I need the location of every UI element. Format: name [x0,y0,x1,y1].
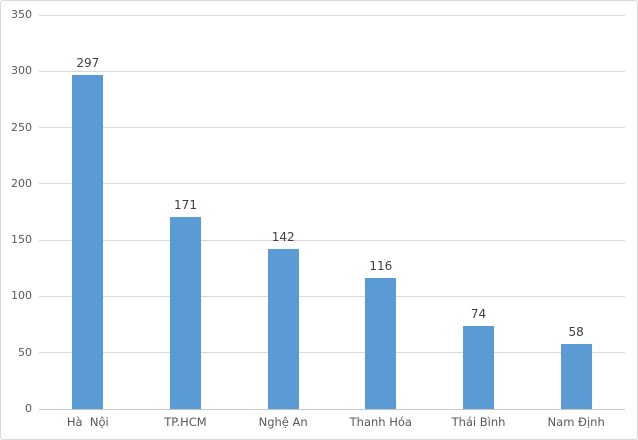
x-category-label: Hà Nội [66,415,109,429]
y-tick-label: 350 [11,8,32,21]
gridline [39,295,625,297]
y-tick-label: 0 [25,402,32,415]
y-tick-label: 300 [11,64,32,78]
bar [560,343,592,409]
bar [463,325,494,409]
x-category-label: Thanh Hóa [349,415,412,429]
gridline [39,70,625,72]
bar [267,249,299,409]
bar [170,216,201,409]
bar [72,74,104,409]
y-tick-label: 100 [11,289,32,303]
gridline [39,14,625,16]
plot-area: 297 171 142 116 74 58 [39,14,625,410]
x-category-label: Nam Định [547,415,605,429]
gridline [39,127,625,129]
bar-value-label: 297 [76,55,100,70]
gridline [39,183,625,185]
bar-value-label: 171 [174,197,197,212]
bar [365,278,397,409]
gridline [39,239,625,241]
gridline [39,408,625,410]
y-tick-label: 150 [11,233,32,247]
y-tick-label: 250 [11,120,32,134]
x-category-label: TP.HCM [164,415,207,429]
bar-value-label: 142 [271,230,295,245]
bar-value-label: 58 [568,324,584,339]
bar-value-label: 74 [470,306,487,321]
x-category-label: Thái Bình [451,415,506,429]
y-tick-label: 50 [18,345,32,359]
gridline [39,352,625,354]
bar-value-label: 116 [369,259,393,274]
y-tick-label: 200 [11,176,32,190]
x-category-label: Nghệ An [258,415,308,429]
